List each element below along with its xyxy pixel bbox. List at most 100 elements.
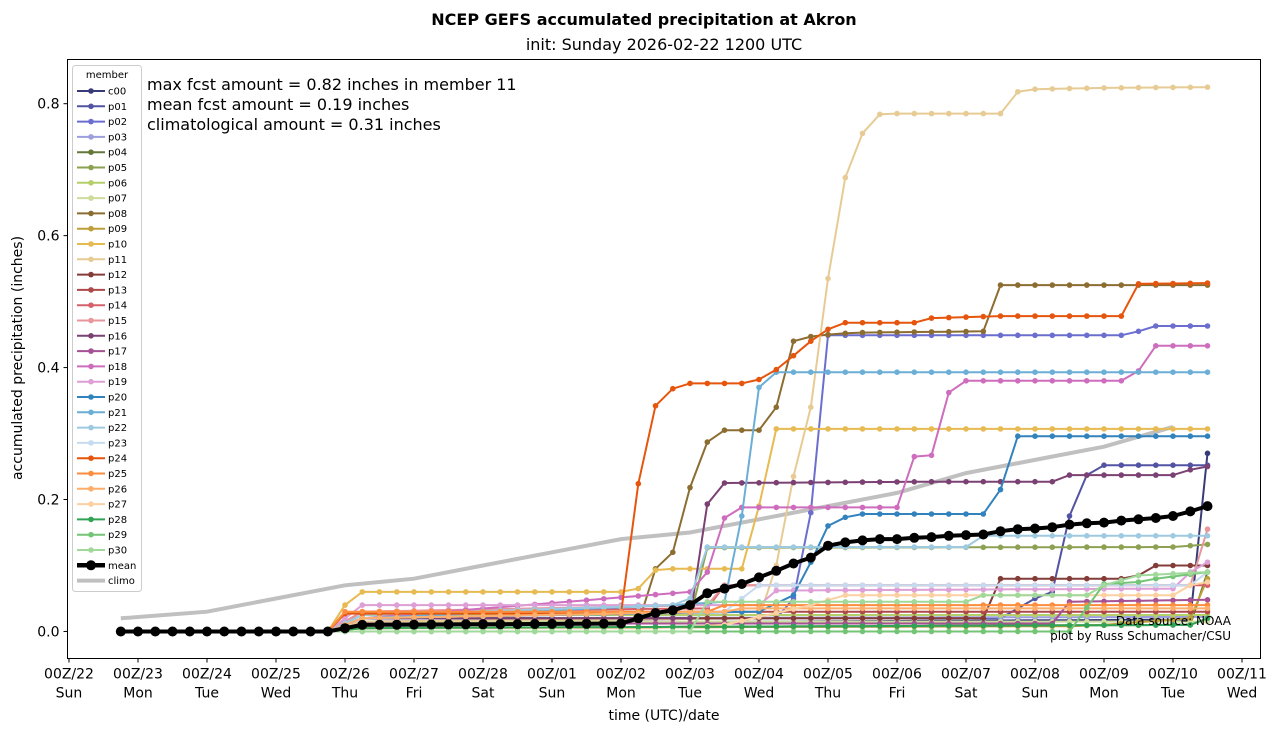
data-point-p11	[1153, 84, 1159, 91]
legend-entry-p12: p12	[77, 270, 127, 281]
data-point-p28	[894, 623, 900, 629]
data-point-p18	[946, 389, 952, 396]
data-point-p23	[1015, 582, 1021, 589]
data-point-p02	[1135, 328, 1142, 335]
data-point-mean	[581, 618, 592, 629]
data-point-p23	[1032, 582, 1038, 589]
legend-label: p28	[108, 515, 127, 526]
data-point-p16	[1015, 478, 1021, 485]
data-point-mean	[685, 600, 695, 611]
data-point-p24	[825, 326, 831, 333]
legend-label: p30	[108, 546, 127, 557]
data-point-p23	[756, 582, 762, 589]
data-point-p30	[670, 628, 676, 635]
legend-marker	[88, 103, 94, 110]
data-point-p24	[790, 352, 797, 359]
data-point-p26	[497, 612, 504, 619]
data-point-p30	[721, 599, 728, 605]
data-point-p18	[1153, 343, 1159, 349]
data-point-p17	[1153, 597, 1159, 604]
data-point-p18	[773, 504, 780, 511]
legend-label: p19	[108, 377, 127, 388]
legend-entry-p04: p04	[77, 148, 127, 159]
legend-entry-p18: p18	[77, 362, 127, 373]
data-point-p12	[773, 615, 780, 622]
data-point-p18	[980, 378, 987, 384]
data-point-mean	[754, 572, 764, 583]
data-point-p30	[514, 628, 521, 635]
legend-marker	[88, 302, 94, 309]
x-tick-label-time: 00Z/27	[389, 667, 439, 683]
data-point-p29	[859, 628, 866, 635]
data-point-p05	[1118, 544, 1125, 550]
data-point-p26	[411, 614, 417, 621]
data-point-p30	[618, 628, 624, 635]
data-point-p27	[1170, 592, 1176, 598]
data-point-p10	[1118, 426, 1125, 432]
data-point-p05	[1049, 544, 1056, 550]
data-point-p28	[635, 624, 642, 630]
data-point-p26	[1118, 605, 1125, 612]
legend-label: p16	[108, 331, 127, 342]
data-point-p29	[808, 628, 814, 635]
data-point-p10	[583, 589, 590, 595]
data-point-p23	[842, 582, 849, 589]
data-point-p02	[997, 332, 1004, 339]
legend-entry-p21: p21	[77, 408, 127, 419]
data-point-p26	[1066, 605, 1073, 612]
data-point-mean	[1133, 514, 1144, 525]
legend-entry-p26: p26	[77, 484, 127, 495]
data-point-p18	[997, 378, 1004, 384]
data-point-p08	[721, 427, 728, 434]
x-tick-label-day: Mon	[1089, 686, 1119, 702]
data-point-p08	[1118, 282, 1125, 288]
data-point-p28	[997, 622, 1004, 629]
data-point-p11	[825, 275, 831, 282]
data-point-p21	[980, 369, 987, 376]
legend-marker	[88, 348, 94, 354]
data-point-p23	[825, 582, 831, 589]
data-point-p23	[928, 582, 935, 589]
data-point-mean	[495, 619, 506, 630]
data-point-p21	[739, 513, 745, 519]
data-point-p29	[1049, 628, 1056, 635]
legend-label: p14	[108, 301, 127, 312]
data-point-p30	[480, 628, 486, 635]
data-point-p21	[997, 369, 1004, 376]
data-point-p26	[480, 613, 486, 619]
data-point-mean	[1064, 519, 1075, 530]
data-point-p10	[394, 589, 400, 595]
data-point-p08	[997, 282, 1004, 288]
data-point-p19	[514, 602, 521, 608]
data-point-mean	[271, 626, 281, 637]
x-tick-label-time: 00Z/01	[527, 667, 577, 683]
data-point-p22	[1204, 533, 1211, 539]
legend-marker	[88, 394, 94, 400]
data-point-p16	[739, 480, 745, 486]
data-point-mean	[857, 535, 868, 546]
data-point-p10	[1015, 426, 1021, 432]
data-point-p19	[359, 602, 366, 608]
data-point-p02	[980, 332, 987, 339]
data-point-p10	[1049, 426, 1056, 432]
data-point-p08	[842, 330, 849, 337]
data-point-p26	[1049, 605, 1056, 612]
data-point-p21	[1118, 369, 1125, 376]
data-point-p25	[342, 608, 348, 615]
series-p02	[118, 323, 1211, 635]
data-point-p16	[1187, 467, 1194, 473]
data-point-p01	[1135, 462, 1142, 469]
legend-label: c00	[108, 87, 126, 98]
legend-marker	[88, 378, 94, 385]
legend-label: p24	[108, 454, 127, 465]
data-point-p29	[980, 628, 987, 635]
plot-area	[115, 84, 1213, 637]
data-point-p24	[670, 385, 676, 392]
data-point-p30	[394, 628, 400, 635]
data-point-p16	[1032, 478, 1038, 485]
legend-label: p26	[108, 484, 127, 495]
data-point-p20	[1135, 433, 1142, 440]
data-point-p24	[980, 313, 987, 320]
data-point-p28	[704, 624, 711, 630]
data-point-p12	[790, 615, 797, 622]
